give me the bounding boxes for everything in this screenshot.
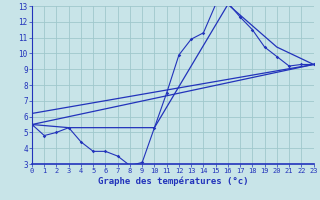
X-axis label: Graphe des températures (°c): Graphe des températures (°c) xyxy=(98,177,248,186)
